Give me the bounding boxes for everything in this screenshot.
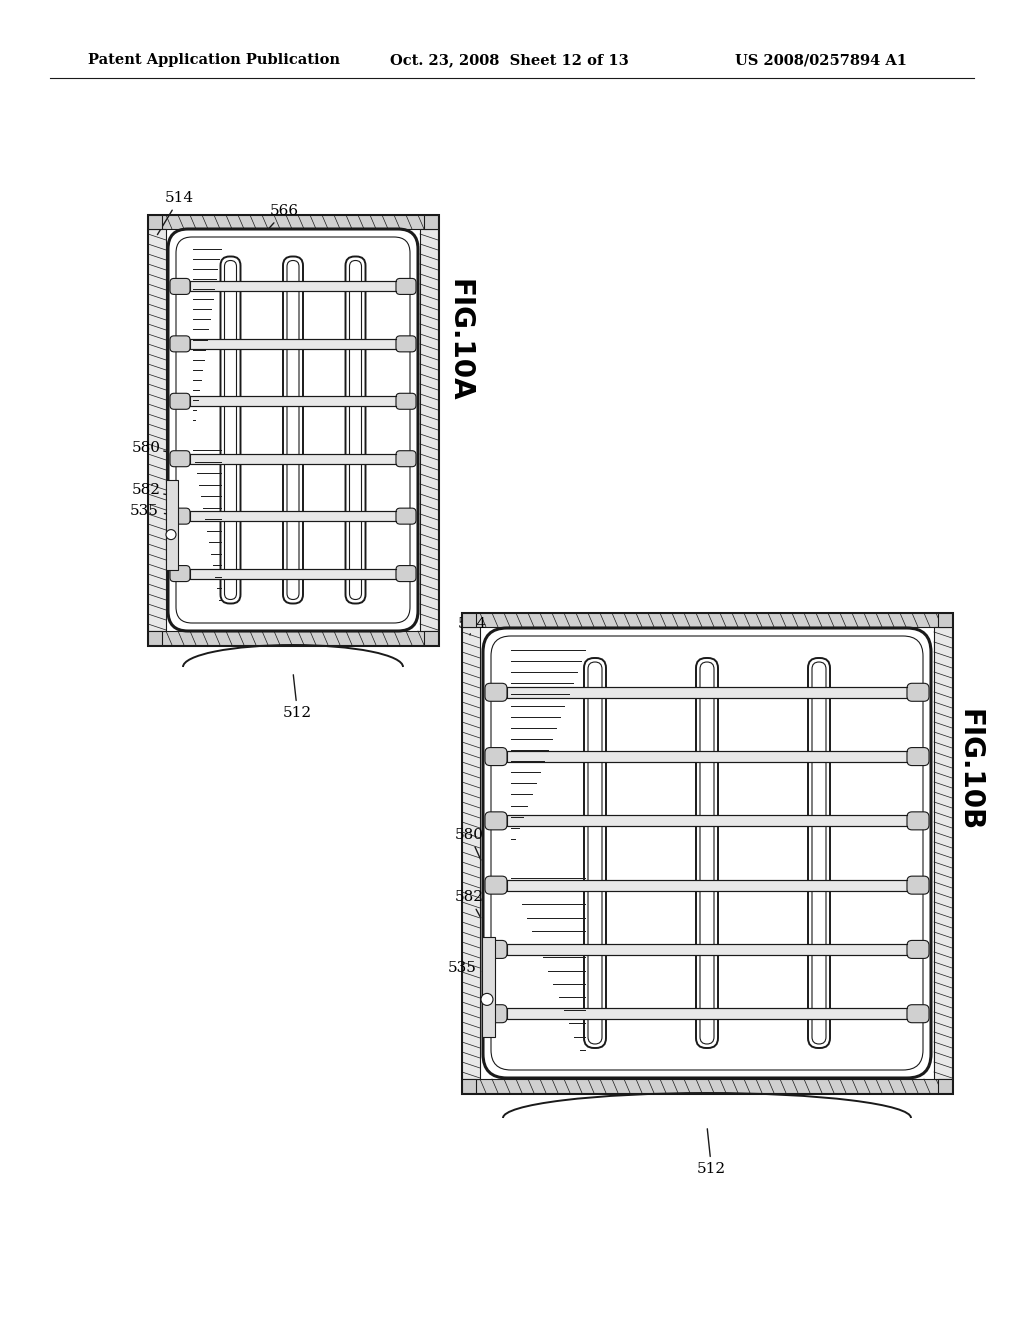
FancyBboxPatch shape <box>485 940 507 958</box>
FancyBboxPatch shape <box>168 228 418 631</box>
FancyBboxPatch shape <box>220 256 241 603</box>
Bar <box>190 454 396 463</box>
Bar <box>462 612 952 1093</box>
Bar <box>190 281 396 292</box>
Text: 582: 582 <box>132 483 166 498</box>
Text: 514: 514 <box>158 191 195 235</box>
Bar <box>190 339 396 348</box>
Bar <box>148 215 438 645</box>
Bar <box>462 612 952 627</box>
Bar <box>507 751 907 762</box>
Bar <box>424 631 438 645</box>
FancyBboxPatch shape <box>396 393 416 409</box>
Text: 566: 566 <box>548 659 654 693</box>
FancyBboxPatch shape <box>584 657 606 1048</box>
FancyBboxPatch shape <box>907 747 929 766</box>
Text: 582: 582 <box>455 890 484 917</box>
Bar <box>507 879 907 891</box>
FancyBboxPatch shape <box>485 1005 507 1023</box>
Text: 535: 535 <box>449 961 486 975</box>
Text: 514: 514 <box>458 616 487 635</box>
FancyBboxPatch shape <box>396 450 416 467</box>
Bar <box>420 228 438 631</box>
Text: US 2008/0257894 A1: US 2008/0257894 A1 <box>735 53 907 67</box>
FancyBboxPatch shape <box>396 279 416 294</box>
Text: FIG.10B: FIG.10B <box>956 709 984 832</box>
FancyBboxPatch shape <box>170 508 190 524</box>
Bar <box>148 215 438 228</box>
Bar <box>190 511 396 521</box>
Bar <box>148 228 166 631</box>
FancyBboxPatch shape <box>907 684 929 701</box>
FancyBboxPatch shape <box>696 657 718 1048</box>
FancyBboxPatch shape <box>485 684 507 701</box>
Bar <box>482 937 495 1038</box>
Text: 580: 580 <box>455 828 484 861</box>
Bar <box>148 215 162 228</box>
Bar <box>462 1078 476 1093</box>
Bar <box>462 1078 952 1093</box>
FancyBboxPatch shape <box>396 508 416 524</box>
Text: 580: 580 <box>132 441 166 454</box>
FancyBboxPatch shape <box>485 876 507 894</box>
Text: 512: 512 <box>697 1129 726 1176</box>
FancyBboxPatch shape <box>396 565 416 582</box>
FancyBboxPatch shape <box>907 876 929 894</box>
Bar <box>462 612 476 627</box>
Bar <box>938 612 952 627</box>
FancyBboxPatch shape <box>483 628 931 1078</box>
Bar <box>190 396 396 407</box>
Bar <box>507 944 907 954</box>
Text: FIG.10A: FIG.10A <box>446 279 474 401</box>
Bar <box>938 1078 952 1093</box>
FancyBboxPatch shape <box>170 335 190 352</box>
FancyBboxPatch shape <box>396 335 416 352</box>
FancyBboxPatch shape <box>170 279 190 294</box>
Bar <box>190 569 396 578</box>
FancyBboxPatch shape <box>485 747 507 766</box>
Text: Patent Application Publication: Patent Application Publication <box>88 53 340 67</box>
Circle shape <box>481 994 493 1006</box>
FancyBboxPatch shape <box>907 940 929 958</box>
Text: 535: 535 <box>130 504 169 517</box>
Bar <box>166 479 178 570</box>
FancyBboxPatch shape <box>170 393 190 409</box>
FancyBboxPatch shape <box>907 1005 929 1023</box>
Bar <box>507 1008 907 1019</box>
Bar <box>934 627 952 1078</box>
Bar <box>507 686 907 698</box>
FancyBboxPatch shape <box>283 256 303 603</box>
Bar <box>148 631 162 645</box>
Bar <box>148 631 438 645</box>
Text: 566: 566 <box>265 205 299 232</box>
Text: 512: 512 <box>283 675 312 719</box>
Bar <box>462 627 480 1078</box>
FancyBboxPatch shape <box>345 256 366 603</box>
Circle shape <box>166 529 176 540</box>
FancyBboxPatch shape <box>808 657 830 1048</box>
FancyBboxPatch shape <box>170 450 190 467</box>
FancyBboxPatch shape <box>907 812 929 830</box>
FancyBboxPatch shape <box>170 565 190 582</box>
Bar <box>507 816 907 826</box>
Bar <box>424 215 438 228</box>
Text: Oct. 23, 2008  Sheet 12 of 13: Oct. 23, 2008 Sheet 12 of 13 <box>390 53 629 67</box>
FancyBboxPatch shape <box>485 812 507 830</box>
